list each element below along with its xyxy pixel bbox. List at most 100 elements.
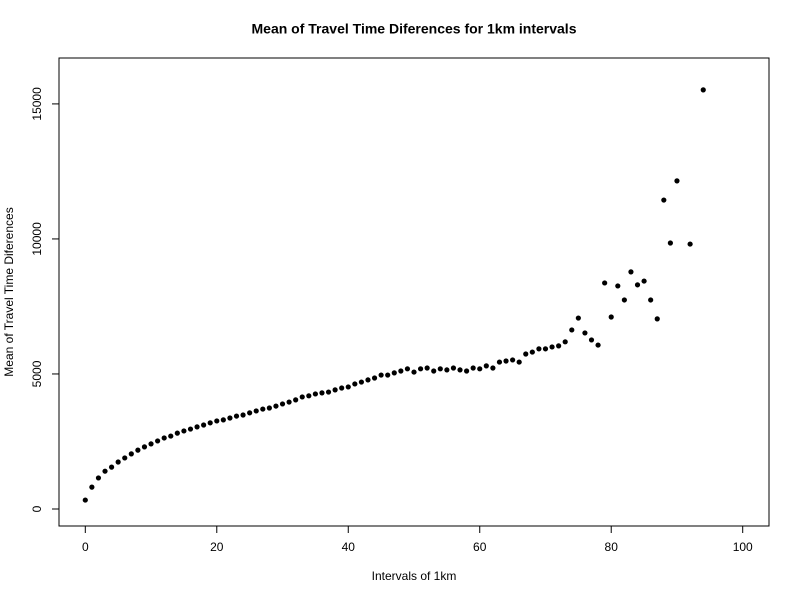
- x-tick-label: 80: [605, 540, 619, 554]
- point: [536, 346, 542, 352]
- x-tick-label: 60: [473, 540, 487, 554]
- point: [378, 372, 384, 378]
- point: [450, 365, 457, 371]
- point: [661, 197, 667, 203]
- point: [648, 297, 654, 303]
- point: [89, 484, 95, 490]
- point: [621, 297, 627, 303]
- point: [168, 433, 174, 439]
- point: [490, 365, 496, 371]
- point: [299, 394, 305, 400]
- x-tick-label: 0: [82, 540, 89, 554]
- point: [95, 475, 102, 481]
- point: [556, 343, 562, 349]
- point: [345, 384, 351, 390]
- point: [214, 418, 220, 424]
- point: [582, 330, 588, 336]
- point: [312, 391, 318, 397]
- point: [431, 368, 437, 374]
- point: [253, 408, 259, 414]
- point: [273, 403, 279, 409]
- x-tick-label: 40: [342, 540, 356, 554]
- point: [549, 344, 555, 350]
- point: [503, 358, 509, 364]
- point: [496, 359, 503, 365]
- point: [529, 349, 535, 355]
- point: [207, 420, 213, 426]
- point: [247, 410, 253, 416]
- point: [174, 430, 180, 436]
- point: [181, 428, 187, 434]
- point: [588, 337, 595, 343]
- point: [674, 178, 680, 184]
- point: [260, 406, 266, 412]
- x-tick-label: 100: [733, 540, 753, 554]
- point: [115, 459, 121, 465]
- point: [483, 363, 489, 369]
- point: [523, 351, 529, 357]
- point: [444, 367, 450, 373]
- chart-title: Mean of Travel Time Diferences for 1km i…: [252, 21, 577, 37]
- point: [266, 405, 272, 411]
- point: [470, 365, 476, 371]
- point: [339, 385, 345, 391]
- point: [141, 444, 148, 450]
- point: [82, 497, 88, 503]
- y-tick-label: 10000: [30, 222, 44, 256]
- point: [477, 366, 483, 372]
- x-axis-label: Intervals of 1km: [372, 569, 457, 583]
- y-tick-label: 0: [30, 505, 44, 512]
- point: [628, 269, 634, 275]
- point: [194, 424, 200, 430]
- point: [187, 426, 194, 432]
- point: [417, 366, 424, 372]
- point: [293, 397, 299, 403]
- point: [135, 447, 141, 453]
- point: [286, 399, 292, 405]
- point: [404, 366, 411, 372]
- point: [608, 314, 614, 320]
- point: [667, 240, 673, 246]
- point: [161, 435, 167, 441]
- point: [510, 357, 516, 363]
- point: [634, 282, 641, 288]
- point: [569, 327, 575, 333]
- point: [385, 372, 391, 378]
- point: [654, 316, 660, 322]
- point: [391, 370, 397, 376]
- point: [365, 377, 371, 383]
- point: [240, 412, 246, 418]
- point: [306, 393, 312, 399]
- point: [516, 359, 522, 365]
- point: [602, 280, 608, 286]
- x-tick-label: 20: [210, 540, 224, 554]
- point: [641, 278, 647, 284]
- point: [319, 390, 325, 396]
- point: [325, 389, 332, 395]
- point: [148, 441, 154, 447]
- point: [108, 464, 115, 470]
- point: [700, 87, 706, 93]
- point: [424, 365, 430, 371]
- point: [542, 346, 549, 352]
- point: [437, 366, 443, 372]
- point: [227, 415, 233, 421]
- point: [220, 417, 226, 423]
- point: [371, 375, 378, 381]
- point: [575, 315, 581, 321]
- point: [155, 438, 161, 444]
- point: [457, 367, 463, 373]
- point: [332, 387, 338, 393]
- point: [411, 369, 417, 375]
- point: [128, 451, 134, 457]
- point: [279, 401, 286, 407]
- point: [687, 241, 693, 247]
- point: [463, 368, 470, 374]
- y-axis-label: Mean of Travel Time Diferences: [2, 207, 16, 376]
- point: [358, 379, 365, 385]
- point: [615, 283, 621, 289]
- point: [102, 468, 108, 474]
